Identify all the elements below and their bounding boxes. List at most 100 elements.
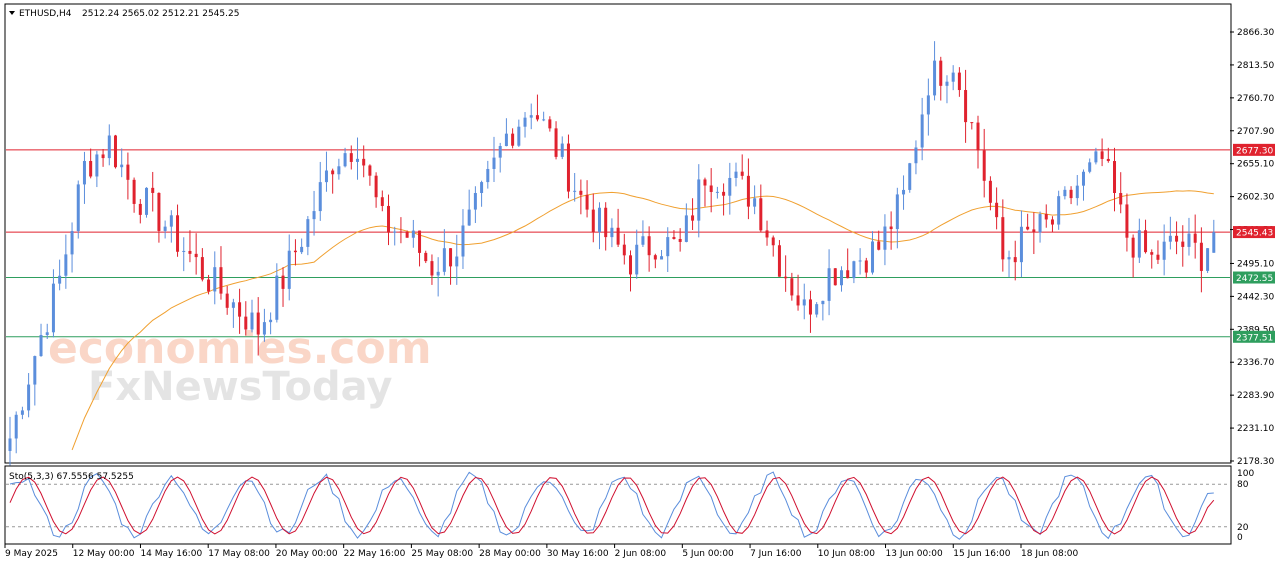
- stoch-tick-label: 0: [1237, 533, 1243, 543]
- candle: [411, 219, 415, 248]
- stoch-signal-line: [9, 476, 1215, 535]
- candle: [355, 137, 359, 180]
- candle: [504, 118, 508, 147]
- candle: [1162, 224, 1166, 276]
- candle: [1106, 147, 1110, 163]
- ohlc-readout: 2512.24 2565.02 2512.21 2545.25: [82, 9, 239, 19]
- candle: [1212, 219, 1216, 253]
- candle: [591, 193, 595, 243]
- moving-average: [71, 190, 1214, 451]
- candle: [51, 269, 55, 338]
- time-tick-label: 15 Jun 16:00: [953, 549, 1010, 559]
- candle: [722, 183, 726, 216]
- candle: [374, 172, 378, 208]
- candle: [1007, 250, 1011, 278]
- candle: [629, 250, 633, 292]
- watermark: economies.com FxNewsToday: [48, 323, 432, 410]
- candle: [914, 140, 918, 175]
- candle: [151, 171, 155, 212]
- candle: [1206, 248, 1210, 274]
- candle: [604, 202, 608, 251]
- price-tick-label: 2866.30: [1237, 28, 1274, 38]
- candle: [895, 187, 899, 249]
- price-tick-label: 2389.50: [1237, 325, 1274, 335]
- candle: [343, 147, 347, 168]
- candle: [14, 411, 18, 454]
- stochastic-frame: [4, 465, 1232, 545]
- candle: [1137, 218, 1141, 263]
- candle: [951, 65, 955, 91]
- candle: [238, 288, 242, 334]
- candle: [585, 180, 589, 218]
- time-tick-label: 13 Jun 00:00: [886, 549, 943, 559]
- candle: [802, 283, 806, 320]
- candle: [815, 302, 819, 318]
- candle: [622, 233, 626, 265]
- candle: [418, 230, 422, 267]
- candle: [101, 148, 105, 167]
- candle: [995, 187, 999, 230]
- candle: [833, 268, 837, 286]
- candle: [231, 298, 235, 328]
- candle: [1013, 240, 1017, 281]
- candle: [1075, 175, 1079, 206]
- candle: [1088, 158, 1092, 174]
- candle: [548, 116, 552, 132]
- candles: [8, 41, 1216, 466]
- candle: [1038, 211, 1042, 243]
- candle: [1144, 219, 1148, 254]
- candle: [461, 209, 465, 269]
- candle: [933, 41, 937, 101]
- candle: [430, 254, 434, 285]
- candle: [1057, 190, 1061, 230]
- candle: [368, 164, 372, 186]
- candle: [176, 204, 180, 257]
- candle: [920, 97, 924, 161]
- candle: [691, 198, 695, 230]
- time-tick-label: 28 May 00:00: [479, 549, 541, 559]
- candle: [1069, 186, 1073, 205]
- candle: [573, 172, 577, 202]
- symbol-dropdown-icon[interactable]: [9, 11, 15, 15]
- candle: [331, 168, 335, 194]
- price-tag-current: [1233, 226, 1275, 239]
- time-axis: 9 May 2025 12 May 00:00 14 May 16:00 17 May…: [4, 544, 1078, 559]
- candle: [486, 160, 490, 189]
- candle: [1019, 210, 1023, 278]
- candle: [244, 301, 248, 336]
- candle: [697, 164, 701, 238]
- candle: [76, 180, 80, 239]
- candle: [579, 179, 583, 215]
- candle: [877, 230, 881, 251]
- candle: [511, 128, 515, 149]
- candle: [467, 189, 471, 226]
- stoch-tick-label: 100: [1237, 469, 1254, 479]
- time-tick-label: 9 May 2025: [5, 549, 58, 559]
- candle: [1131, 234, 1135, 278]
- candle: [560, 136, 564, 160]
- candle: [746, 158, 750, 220]
- candle: [1113, 147, 1117, 212]
- candle: [660, 249, 664, 260]
- price-axis: 2866.30 2813.50 2760.70 2707.90 2655.10 2602.…: [1230, 28, 1274, 467]
- candle: [293, 239, 297, 266]
- time-tick-label: 22 May 16:00: [344, 549, 406, 559]
- candle: [777, 240, 781, 277]
- candle: [1181, 225, 1185, 267]
- price-tick-label: 2231.10: [1237, 424, 1274, 434]
- candle: [436, 257, 440, 297]
- candle: [138, 199, 142, 224]
- candle: [988, 176, 992, 211]
- candle: [542, 111, 546, 122]
- stochastic-legend: Sto(5,3,3) 67.5556 57.5255: [9, 472, 134, 482]
- price-tag-label: 2545.43: [1236, 229, 1273, 239]
- price-tag-label: 2377.51: [1236, 333, 1273, 343]
- candle: [771, 235, 775, 257]
- candle: [275, 263, 279, 323]
- candle: [1175, 221, 1179, 255]
- candle: [982, 128, 986, 198]
- candle: [957, 67, 961, 97]
- time-tick-label: 12 May 00:00: [73, 549, 135, 559]
- stoch-tick-label: 80: [1237, 480, 1249, 490]
